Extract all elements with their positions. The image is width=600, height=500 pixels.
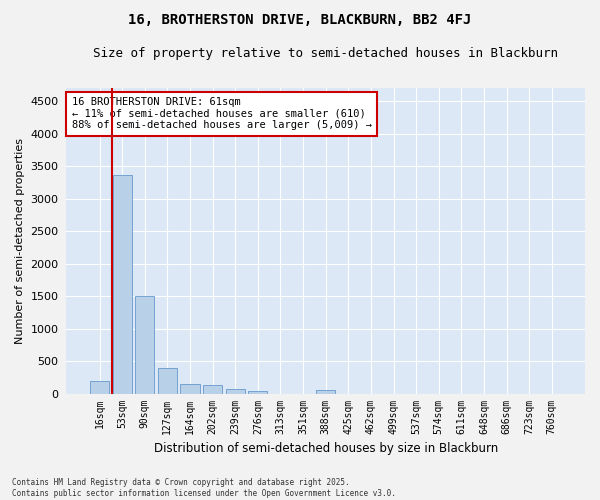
Bar <box>226 388 245 394</box>
Bar <box>113 174 132 394</box>
Title: Size of property relative to semi-detached houses in Blackburn: Size of property relative to semi-detach… <box>93 48 558 60</box>
Bar <box>181 384 200 394</box>
Bar <box>90 380 109 394</box>
Y-axis label: Number of semi-detached properties: Number of semi-detached properties <box>15 138 25 344</box>
Bar <box>158 368 177 394</box>
Bar <box>203 385 222 394</box>
Bar <box>135 296 154 394</box>
Text: Contains HM Land Registry data © Crown copyright and database right 2025.
Contai: Contains HM Land Registry data © Crown c… <box>12 478 396 498</box>
Bar <box>316 390 335 394</box>
Text: 16 BROTHERSTON DRIVE: 61sqm
← 11% of semi-detached houses are smaller (610)
88% : 16 BROTHERSTON DRIVE: 61sqm ← 11% of sem… <box>71 97 371 130</box>
Bar <box>248 390 268 394</box>
Text: 16, BROTHERSTON DRIVE, BLACKBURN, BB2 4FJ: 16, BROTHERSTON DRIVE, BLACKBURN, BB2 4F… <box>128 12 472 26</box>
X-axis label: Distribution of semi-detached houses by size in Blackburn: Distribution of semi-detached houses by … <box>154 442 498 455</box>
